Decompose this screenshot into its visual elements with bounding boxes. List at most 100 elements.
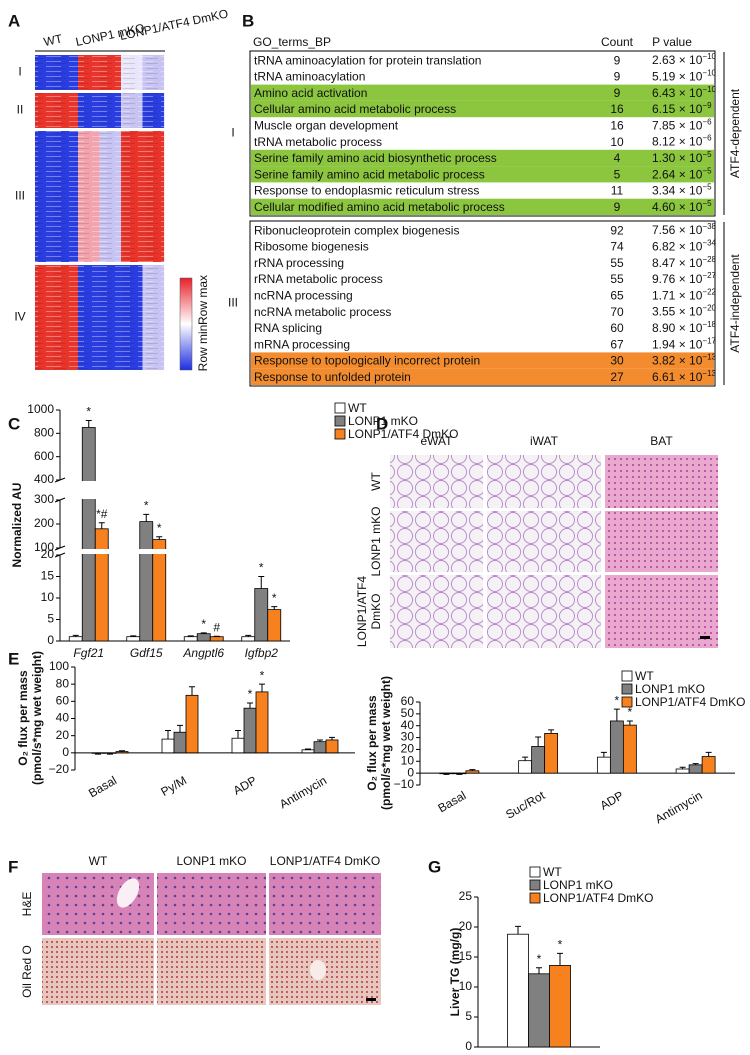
x-tick-label: Basal <box>86 773 119 800</box>
legend-label: WT <box>348 401 367 415</box>
significance: * <box>615 693 620 707</box>
bar <box>185 694 199 754</box>
x-tick-label: Py/M <box>158 773 189 799</box>
micrograph <box>390 455 483 508</box>
row-highlight <box>251 149 714 167</box>
bar <box>701 756 716 774</box>
y-axis-label: Normalized AU <box>10 483 24 568</box>
count: 9 <box>614 86 621 100</box>
error-bar <box>271 606 278 610</box>
y-tick-label: 800 <box>34 426 54 440</box>
significance: * <box>260 668 265 682</box>
error-bar <box>515 925 521 935</box>
count: 9 <box>614 53 621 67</box>
error-bar <box>535 736 542 747</box>
p-base: 3.55 × 10 <box>652 305 703 319</box>
legend-swatch <box>334 402 346 414</box>
y-axis-label: O₂ flux per mass <box>16 670 30 766</box>
scale-bar <box>366 998 376 1001</box>
p-value: 2.63 × 10−10 <box>652 52 717 67</box>
bar <box>254 588 269 642</box>
p-value: 1.94 × 10−17 <box>652 336 717 351</box>
legend-swatch <box>334 415 346 427</box>
p-exp: −10 <box>702 52 716 61</box>
bar <box>161 738 175 754</box>
y-tick-label: 5 <box>47 612 54 626</box>
panel-letter: C <box>8 414 20 433</box>
bar <box>241 636 256 642</box>
error-bar <box>557 952 563 966</box>
go-term: Amino acid activation <box>254 86 367 100</box>
count: 55 <box>610 256 624 270</box>
group-label: III <box>228 296 238 310</box>
y-tick-label: 15 <box>459 949 473 963</box>
error-bar <box>98 522 105 529</box>
go-term: tRNA metabolic process <box>254 135 382 149</box>
y-tick-label: 40 <box>56 711 70 725</box>
bar <box>94 528 109 642</box>
panel-letter: E <box>8 649 19 668</box>
p-base: 8.90 × 10 <box>652 321 703 335</box>
count: 70 <box>610 305 624 319</box>
p-exp: −22 <box>702 287 716 296</box>
count: 92 <box>610 223 624 237</box>
go-term: Ribosome biogenesis <box>254 240 369 254</box>
y-tick-label: 200 <box>34 516 54 530</box>
micrograph <box>390 511 483 572</box>
cluster-label: I <box>18 65 21 79</box>
bar <box>115 751 129 754</box>
bar <box>688 764 703 774</box>
legend-label: LONP1/ATF4 DmKO <box>348 427 458 441</box>
micrograph <box>487 455 601 508</box>
go-term: Response to topologically incorrect prot… <box>254 354 480 368</box>
x-tick-label: Gdf15 <box>130 646 163 660</box>
bar <box>152 539 167 642</box>
y-tick-label: 0 <box>62 745 69 759</box>
p-base: 1.71 × 10 <box>652 289 703 303</box>
count: 30 <box>610 354 624 368</box>
x-tick-label: Basal <box>435 788 468 815</box>
bar <box>544 733 559 774</box>
significance: * <box>628 705 633 719</box>
p-base: 9.76 × 10 <box>652 272 703 286</box>
y-tick-label: 60 <box>56 694 70 708</box>
y-tick-label: 0 <box>47 633 54 647</box>
count: 11 <box>611 184 624 198</box>
p-value: 3.34 × 10−5 <box>652 183 712 198</box>
p-value: 8.47 × 10−28 <box>652 255 717 270</box>
bar <box>325 739 339 754</box>
bar <box>91 752 105 754</box>
bar <box>549 965 571 1048</box>
row-label: DmKO <box>369 594 383 630</box>
legend-label: LONP1 mKO <box>348 414 418 428</box>
p-value: 6.61 × 10−13 <box>652 369 717 384</box>
bar <box>68 636 83 642</box>
error-bar <box>187 635 194 637</box>
error-bar <box>235 730 241 739</box>
error-bar <box>305 748 311 750</box>
column-label: iWAT <box>530 434 559 448</box>
bar <box>518 760 533 774</box>
bar <box>452 772 467 775</box>
p-value: 3.55 × 10−20 <box>652 304 717 319</box>
error-bar <box>143 513 150 522</box>
bar <box>81 427 96 642</box>
error-bar <box>692 763 699 765</box>
error-bar <box>329 736 335 740</box>
row-label: WT <box>369 472 383 491</box>
row-label: H&E <box>20 892 34 917</box>
table-header: Count <box>601 35 634 49</box>
y-tick-label: 20 <box>41 547 55 561</box>
group-box <box>249 50 716 217</box>
legend-label: LONP1 mKO <box>543 878 613 892</box>
p-exp: −34 <box>702 239 716 248</box>
y-tick-label: 600 <box>34 449 54 463</box>
p-base: 8.12 × 10 <box>652 135 703 149</box>
significance: * <box>157 521 162 535</box>
bar <box>609 720 624 774</box>
y-tick-label: 20 <box>459 919 473 933</box>
go-term: Response to endoplasmic reticulum stress <box>254 184 479 198</box>
column-label: WT <box>42 31 64 49</box>
p-exp: −18 <box>702 320 716 329</box>
